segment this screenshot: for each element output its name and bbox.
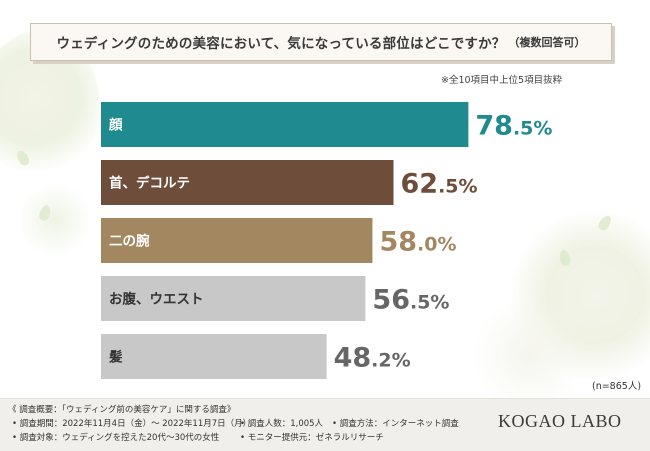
chart-title-box: ウェディングのための美容において、気になっている部位はどこですか？ （複数回答可… (30, 23, 612, 61)
bar (101, 334, 327, 379)
value-label: 56.5% (372, 285, 449, 316)
value-label: 48.2% (334, 343, 411, 374)
category-label: 顔 (108, 117, 123, 134)
bar (101, 276, 366, 321)
category-label: 首、デコルテ (109, 175, 190, 192)
survey-target: • 調査対象：ウェディングを控えた20代～30代の女性 (12, 433, 220, 443)
floral-decoration-left-lower (20, 180, 90, 260)
value-label: 58.0% (379, 227, 456, 258)
brand-logo: KOGAO LABO (498, 411, 622, 431)
survey-method: • 調査方法：インターネット調査 (332, 419, 459, 429)
category-label: お腹、ウエスト (109, 291, 204, 308)
survey-heading: 《 調査概要：「ウェディング前の美容ケア」に関する調査》 (8, 405, 236, 415)
survey-period: • 調査期間：2022年11月4日（金）～ 2022年11月7日（月） (12, 419, 252, 429)
bar (101, 102, 469, 147)
category-label: 二の腕 (109, 233, 150, 250)
bar (101, 218, 373, 263)
value-label: 62.5% (401, 169, 478, 200)
survey-provider: • モニター提供元：ゼネラルリサーチ (240, 433, 384, 443)
sample-size: (n=865人) (592, 381, 642, 392)
category-label: 髪 (108, 349, 123, 366)
chart-title-note: （複数回答可） (508, 36, 586, 49)
subset-note: ※全10項目中上位5項目抜粋 (441, 75, 563, 86)
survey-footer: 《 調査概要：「ウェディング前の美容ケア」に関する調査》 • 調査期間：2022… (0, 398, 650, 451)
floral-decoration-right-lower (470, 300, 590, 410)
value-label: 78.5% (475, 111, 552, 142)
chart-title: ウェディングのための美容において、気になっている部位はどこですか？ (56, 36, 506, 52)
survey-count: • 調査人数：1,005人 (240, 419, 324, 429)
bar-chart: 顔 78.5% 首、デコルテ 62.5% 二の腕 58.0% お腹、ウエスト 56.5% 髪 48… (101, 102, 552, 379)
bar (101, 160, 394, 205)
